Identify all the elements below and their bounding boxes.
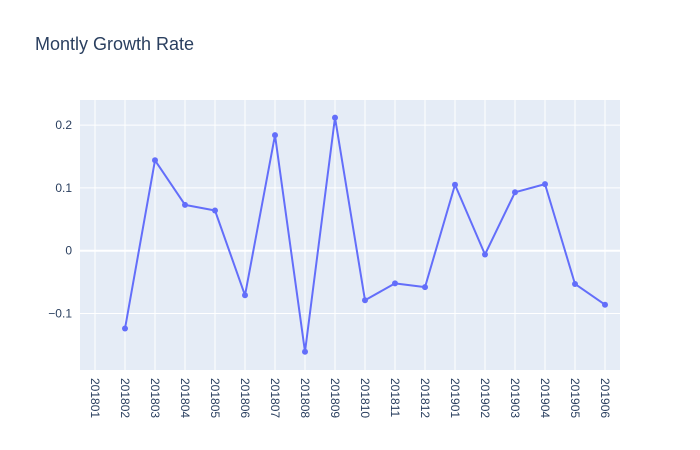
data-point[interactable] <box>482 251 488 258</box>
x-tick-label: 201804 <box>178 378 192 418</box>
x-tick-label: 201812 <box>418 378 432 418</box>
x-tick-label: 201811 <box>388 378 402 417</box>
y-tick-label: 0.2 <box>55 118 72 132</box>
data-point[interactable] <box>302 348 308 355</box>
grid-lines <box>80 100 620 370</box>
x-tick-label: 201904 <box>538 378 552 418</box>
data-point[interactable] <box>272 132 278 139</box>
data-point[interactable] <box>182 201 188 208</box>
x-tick-label: 201901 <box>448 378 462 418</box>
data-point[interactable] <box>242 292 248 299</box>
y-axis-ticks: −0.1 0 0.1 0.2 <box>48 118 72 320</box>
x-tick-label: 201903 <box>508 378 522 418</box>
data-point[interactable] <box>572 280 578 287</box>
data-point[interactable] <box>542 181 548 188</box>
x-axis-ticks: 201801 201802 201803 201804 201805 201806 2018… <box>88 378 612 418</box>
y-tick-label: 0 <box>65 244 72 258</box>
data-point[interactable] <box>362 297 368 304</box>
x-tick-label: 201807 <box>268 378 282 418</box>
x-tick-label: 201808 <box>298 378 312 418</box>
data-point[interactable] <box>152 157 158 164</box>
data-point[interactable] <box>392 280 398 287</box>
data-point[interactable] <box>602 301 608 308</box>
x-tick-label: 201810 <box>358 378 372 418</box>
x-tick-label: 201906 <box>598 378 612 418</box>
data-point[interactable] <box>422 284 428 291</box>
x-tick-label: 201805 <box>208 378 222 418</box>
chart-title: Montly Growth Rate <box>35 34 194 54</box>
x-tick-label: 201803 <box>148 378 162 418</box>
x-tick-label: 201801 <box>88 378 102 418</box>
x-tick-label: 201809 <box>328 378 342 418</box>
y-tick-label: 0.1 <box>55 181 72 195</box>
data-point[interactable] <box>512 189 518 196</box>
data-point[interactable] <box>452 181 458 188</box>
x-tick-label: 201902 <box>478 378 492 418</box>
data-point[interactable] <box>122 325 128 332</box>
series-layer <box>122 114 608 355</box>
data-point[interactable] <box>332 114 338 121</box>
data-point[interactable] <box>212 207 218 214</box>
x-tick-label: 201905 <box>568 378 582 418</box>
x-tick-label: 201806 <box>238 378 252 418</box>
x-tick-label: 201802 <box>118 378 132 418</box>
plot-area <box>80 100 620 370</box>
y-tick-label: −0.1 <box>48 306 72 320</box>
